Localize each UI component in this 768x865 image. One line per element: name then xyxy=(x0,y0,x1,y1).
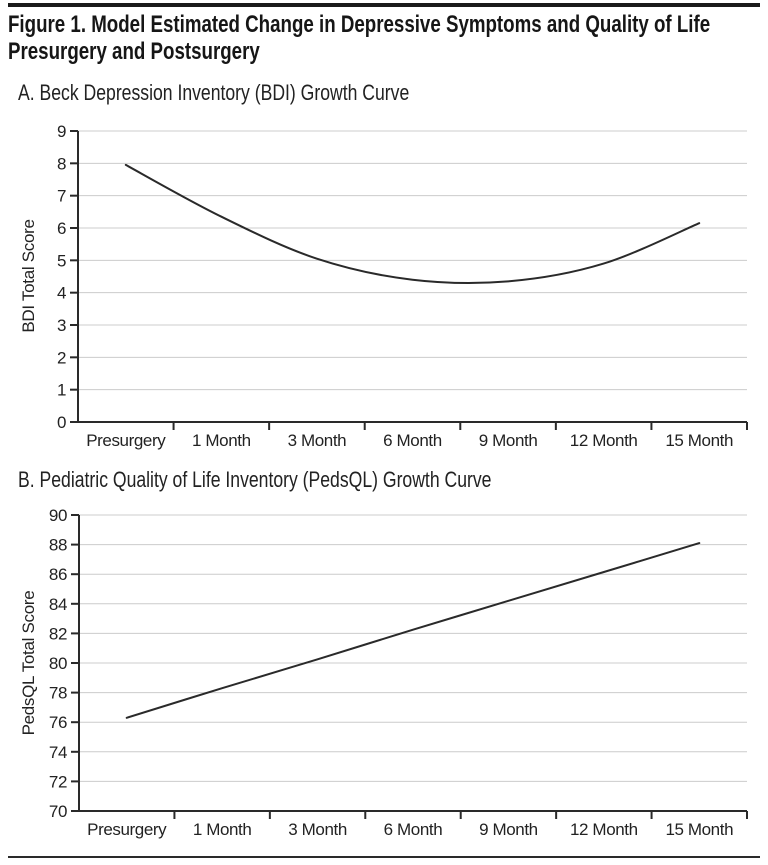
axis-line xyxy=(78,515,747,812)
x-tick-label: 15 Month xyxy=(665,820,733,839)
pedsql-growth-curve-chart: PedsQL Total Score 70 72 74 76 78 80 82 84 86 88 9… xyxy=(19,506,748,839)
y-tick-label: 6 xyxy=(57,219,66,238)
x-tick-label: 6 Month xyxy=(384,820,443,839)
y-tick-label: 74 xyxy=(49,743,67,762)
curve-line xyxy=(125,542,701,719)
x-tick-label: 12 Month xyxy=(570,820,638,839)
x-tick-label: 6 Month xyxy=(383,431,442,450)
x-tick-label: 9 Month xyxy=(479,820,538,839)
bdi-growth-curve-chart: BDI Total Score 0 1 2 3 4 5 6 7 8 9 Presurgery 1 Mo… xyxy=(19,122,748,450)
y-tick-label: 86 xyxy=(49,565,67,584)
y-tick-label: 76 xyxy=(49,713,67,732)
x-tick-label: 3 Month xyxy=(288,431,347,450)
y-tick-label: 78 xyxy=(49,684,67,703)
y-tick-label: 80 xyxy=(49,654,67,673)
x-tick-label: 1 Month xyxy=(193,820,252,839)
y-tick-label: 70 xyxy=(49,802,67,821)
x-tick-label: 9 Month xyxy=(479,431,538,450)
y-tick-label: 84 xyxy=(49,595,67,614)
x-tick-label: 1 Month xyxy=(192,431,251,450)
axis-line xyxy=(77,131,747,423)
y-tick-label: 2 xyxy=(57,348,66,367)
y-tick-label: 9 xyxy=(57,122,66,141)
panel-b-heading: B. Pediatric Quality of Life Inventory (… xyxy=(18,467,492,492)
figure-top-rule xyxy=(8,3,760,7)
y-tick-label: 4 xyxy=(57,284,66,303)
figure-title-line1: Figure 1. Model Estimated Change in Depr… xyxy=(8,11,711,38)
x-tick-label: 12 Month xyxy=(570,431,638,450)
x-tick-label: Presurgery xyxy=(86,431,166,450)
y-tick-label: 0 xyxy=(57,413,66,432)
y-tick-label: 90 xyxy=(49,506,67,525)
bdi-plot-area: 0 1 2 3 4 5 6 7 8 9 Presurgery 1 Month 3 Month 6 Mont… xyxy=(57,122,748,450)
x-tick-label: 3 Month xyxy=(288,820,347,839)
panel-a-heading: A. Beck Depression Inventory (BDI) Growt… xyxy=(18,80,410,105)
y-tick-label: 3 xyxy=(57,316,66,335)
x-tick-label: 15 Month xyxy=(665,431,733,450)
x-tick-label: Presurgery xyxy=(87,820,167,839)
y-tick-label: 8 xyxy=(57,154,66,173)
y-tick-label: 88 xyxy=(49,536,67,555)
bdi-y-axis-title: BDI Total Score xyxy=(19,219,38,332)
pedsql-plot-area: 70 72 74 76 78 80 82 84 86 88 90 Presurgery 1 Month 3… xyxy=(49,506,748,839)
y-tick-label: 5 xyxy=(57,251,66,270)
figure-title-line2: Presurgery and Postsurgery xyxy=(8,38,260,65)
pedsql-y-axis-title: PedsQL Total Score xyxy=(19,591,38,736)
y-tick-label: 7 xyxy=(57,187,66,206)
curve-line xyxy=(124,163,701,285)
figure-bottom-rule xyxy=(8,856,760,858)
y-tick-label: 1 xyxy=(57,381,66,400)
y-tick-label: 72 xyxy=(49,772,67,791)
figure-title: Figure 1. Model Estimated Change in Depr… xyxy=(8,11,710,65)
y-tick-label: 82 xyxy=(49,624,67,643)
